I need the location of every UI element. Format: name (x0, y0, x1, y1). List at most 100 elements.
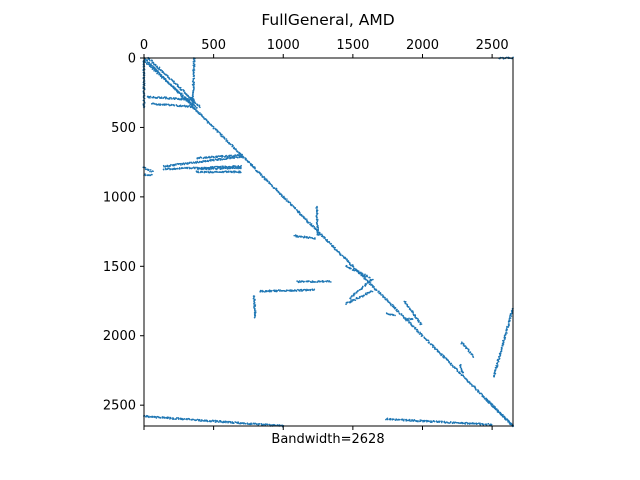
nonzero-point (182, 98, 184, 100)
nonzero-point (462, 422, 465, 425)
nonzero-point (198, 113, 201, 116)
nonzero-point (240, 153, 242, 156)
nonzero-point (240, 156, 242, 159)
nonzero-point (148, 58, 151, 61)
nonzero-point (378, 290, 380, 293)
nonzero-point (464, 345, 467, 347)
nonzero-point (252, 295, 255, 297)
nonzero-point (161, 104, 164, 106)
nonzero-point (329, 243, 332, 245)
nonzero-point (254, 311, 257, 314)
nonzero-point (224, 138, 226, 140)
nonzero-point (353, 298, 355, 301)
nonzero-point (364, 275, 367, 277)
nonzero-point (425, 419, 428, 422)
nonzero-point (479, 392, 482, 395)
nonzero-point (181, 89, 183, 91)
nonzero-point (307, 237, 309, 239)
nonzero-point (463, 344, 465, 347)
nonzero-point (216, 165, 219, 168)
nonzero-point (316, 213, 318, 216)
nonzero-point (253, 296, 255, 299)
nonzero-point (414, 314, 417, 317)
nonzero-point (316, 233, 319, 235)
nonzero-point (497, 411, 500, 413)
nonzero-point (223, 158, 226, 161)
nonzero-point (202, 116, 205, 119)
nonzero-point (168, 104, 171, 107)
nonzero-point (358, 297, 360, 300)
nonzero-point (505, 328, 508, 331)
nonzero-point (240, 155, 243, 157)
nonzero-point (186, 418, 188, 420)
nonzero-point (187, 94, 189, 97)
nonzero-point (175, 418, 177, 420)
nonzero-point (420, 323, 423, 325)
nonzero-point (207, 160, 210, 163)
x-tick-label: 2000 (406, 38, 439, 53)
nonzero-point (191, 162, 193, 165)
nonzero-point (177, 418, 180, 420)
nonzero-point (152, 170, 154, 173)
nonzero-point (165, 80, 168, 83)
nonzero-point (448, 361, 450, 364)
nonzero-point (427, 339, 430, 342)
nonzero-point (414, 316, 416, 318)
nonzero-point (176, 162, 179, 165)
nonzero-point (502, 345, 504, 347)
nonzero-point (509, 315, 511, 317)
nonzero-point (316, 231, 318, 233)
nonzero-point (289, 202, 292, 204)
y-tick-label: 0 (128, 52, 136, 67)
nonzero-point (450, 364, 452, 366)
nonzero-point (214, 419, 217, 422)
nonzero-point (483, 396, 486, 398)
nonzero-point (232, 422, 235, 425)
nonzero-point (168, 167, 170, 170)
nonzero-point (413, 314, 415, 317)
nonzero-point (173, 104, 176, 107)
nonzero-point (206, 419, 209, 422)
nonzero-point (192, 418, 195, 421)
nonzero-point (361, 272, 363, 275)
nonzero-point (313, 225, 316, 228)
nonzero-point (417, 321, 420, 323)
nonzero-point (167, 74, 169, 77)
nonzero-point (189, 103, 192, 106)
nonzero-point (182, 162, 185, 164)
nonzero-point (214, 421, 217, 423)
nonzero-point (230, 170, 232, 173)
y-tick-label: 1000 (103, 190, 136, 205)
nonzero-point (315, 218, 318, 220)
nonzero-point (151, 68, 154, 70)
nonzero-point (410, 310, 413, 313)
nonzero-point (246, 422, 249, 424)
nonzero-point (158, 96, 160, 98)
nonzero-point (188, 105, 191, 107)
nonzero-point (198, 160, 201, 163)
nonzero-point (300, 288, 303, 291)
nonzero-point (316, 220, 319, 223)
nonzero-point (165, 416, 167, 419)
nonzero-point (503, 338, 506, 340)
y-tick-label: 1500 (103, 260, 136, 275)
nonzero-point (196, 157, 199, 160)
nonzero-point (495, 408, 497, 411)
nonzero-point (175, 83, 177, 85)
nonzero-point (212, 127, 215, 130)
nonzero-point (502, 339, 504, 342)
nonzero-point (168, 98, 171, 100)
nonzero-point (189, 101, 192, 104)
nonzero-point (507, 326, 509, 328)
nonzero-point (194, 105, 197, 108)
nonzero-point (194, 102, 197, 105)
nonzero-point (309, 221, 311, 224)
nonzero-point (350, 264, 352, 267)
nonzero-point (203, 420, 205, 422)
nonzero-point (212, 420, 215, 422)
nonzero-point (209, 122, 211, 125)
nonzero-point (386, 298, 388, 300)
nonzero-point (332, 245, 335, 247)
nonzero-point (352, 293, 355, 295)
nonzero-point (287, 289, 289, 292)
